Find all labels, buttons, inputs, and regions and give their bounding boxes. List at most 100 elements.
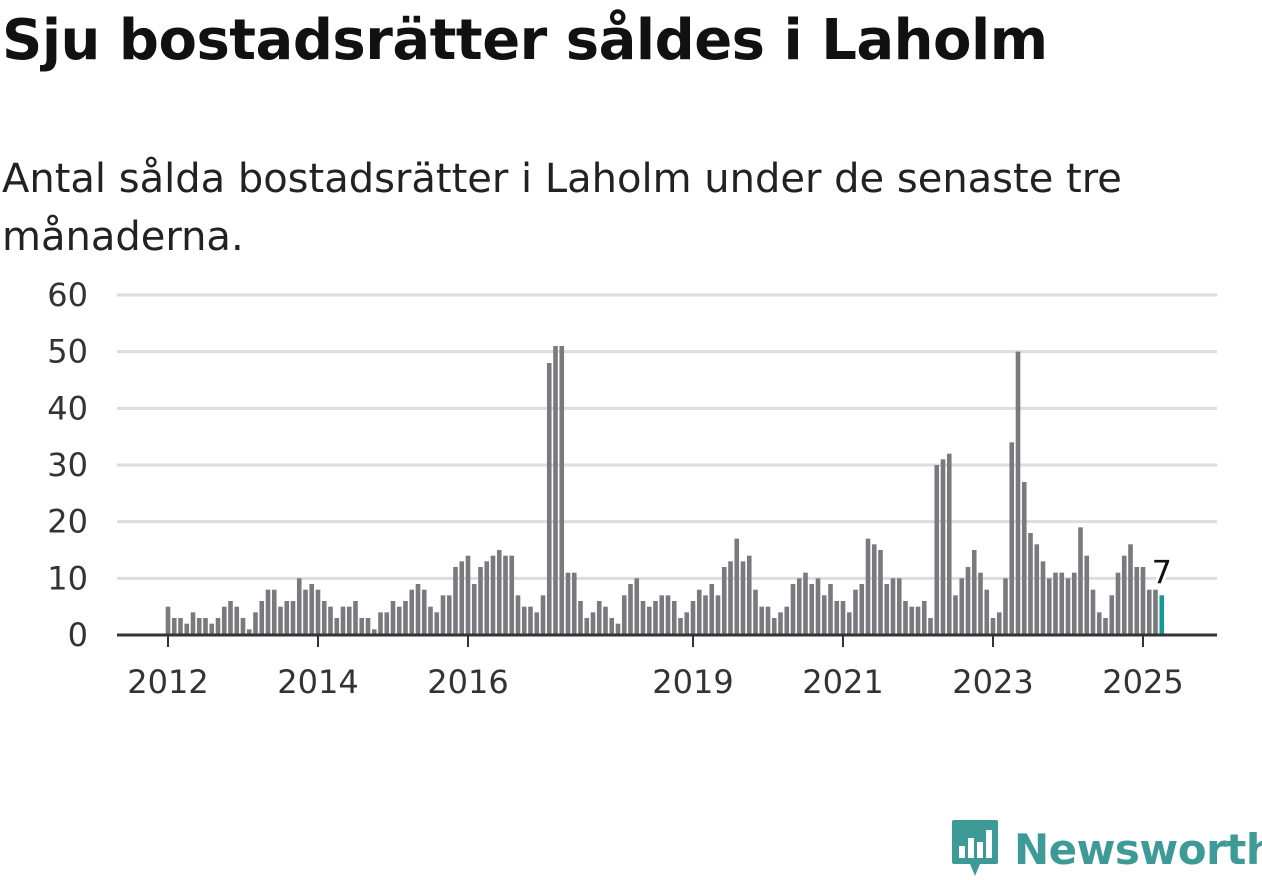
bar [1078,527,1083,635]
bars [165,346,1165,635]
bar [278,606,283,635]
last-value-label: 7 [1152,553,1172,591]
bar [1003,578,1008,635]
bar [528,606,533,635]
bar [790,584,796,635]
bar [359,618,365,635]
brand-name: Newsworthy [1014,824,1262,874]
bar [828,584,833,635]
bar [503,555,508,635]
bar [953,595,958,635]
bar [234,606,240,635]
x-tick-label: 2016 [427,663,508,701]
bar [1121,555,1127,635]
bar [753,589,758,635]
bar [603,606,608,635]
bar [859,584,865,635]
bar [1021,482,1027,635]
bar [928,618,933,635]
newsworthy-logo: Newsworthy [950,818,1262,880]
bar [628,584,633,635]
bar [1053,572,1058,635]
bar [659,595,665,635]
bar [221,606,227,635]
bar [903,601,908,635]
x-tick-label: 2014 [277,663,358,701]
bar [465,555,471,635]
bar [328,606,333,635]
bar [778,612,783,635]
bar [1046,578,1052,635]
bar [959,578,965,635]
bar [690,601,696,635]
bar [190,612,196,635]
bar [228,601,233,635]
bar [434,612,440,635]
bar [621,595,627,635]
bar [853,589,858,635]
bar [515,595,521,635]
bar [803,572,808,635]
bar [496,550,502,635]
bar [1040,561,1046,635]
bar [478,567,483,635]
bar [559,346,565,635]
bar [315,589,321,635]
bar [1065,578,1071,635]
bar [309,584,315,635]
bar [521,606,527,635]
newsworthy-logo-icon [952,820,998,876]
bar [1071,572,1077,635]
bar [421,589,427,635]
bar [821,595,827,635]
bar [1028,533,1033,635]
bar [596,601,602,635]
bar [546,363,552,635]
bar [284,601,290,635]
bar [671,601,677,635]
bar [984,589,990,635]
bar [446,595,452,635]
bar [303,589,308,635]
bar [1146,589,1152,635]
x-tick-label: 2019 [652,663,733,701]
bar [896,578,902,635]
bar [840,601,846,635]
bar [696,589,702,635]
bar [884,584,890,635]
bar [290,601,296,635]
bar [878,550,883,635]
bar [365,618,371,635]
chart-subtitle: Antal sålda bostadsrätter i Laholm under… [2,156,1122,260]
bar [715,595,721,635]
bar [371,629,377,635]
bar [440,595,446,635]
bar [203,618,208,635]
y-tick-label: 0 [68,616,88,654]
bar [340,606,346,635]
bar [1134,567,1140,635]
chart-title: Sju bostadsrätter såldes i Laholm [2,8,1048,73]
bar [509,555,515,635]
bar [746,555,752,635]
bar [321,601,327,635]
bar [1153,589,1158,635]
bar [384,612,390,635]
bar [934,465,940,635]
bar [990,618,996,635]
bar [709,584,715,635]
bar [890,578,896,635]
bar [353,601,358,635]
bar [865,538,871,635]
data-labels: 7 [1149,550,1175,594]
bar [734,538,740,635]
bar [453,567,458,635]
bar [1128,544,1133,635]
bar [915,606,921,635]
bar-highlight [1159,595,1165,635]
bar [540,595,546,635]
bar [1090,589,1096,635]
bar [759,606,765,635]
y-tick-label: 30 [47,446,88,484]
